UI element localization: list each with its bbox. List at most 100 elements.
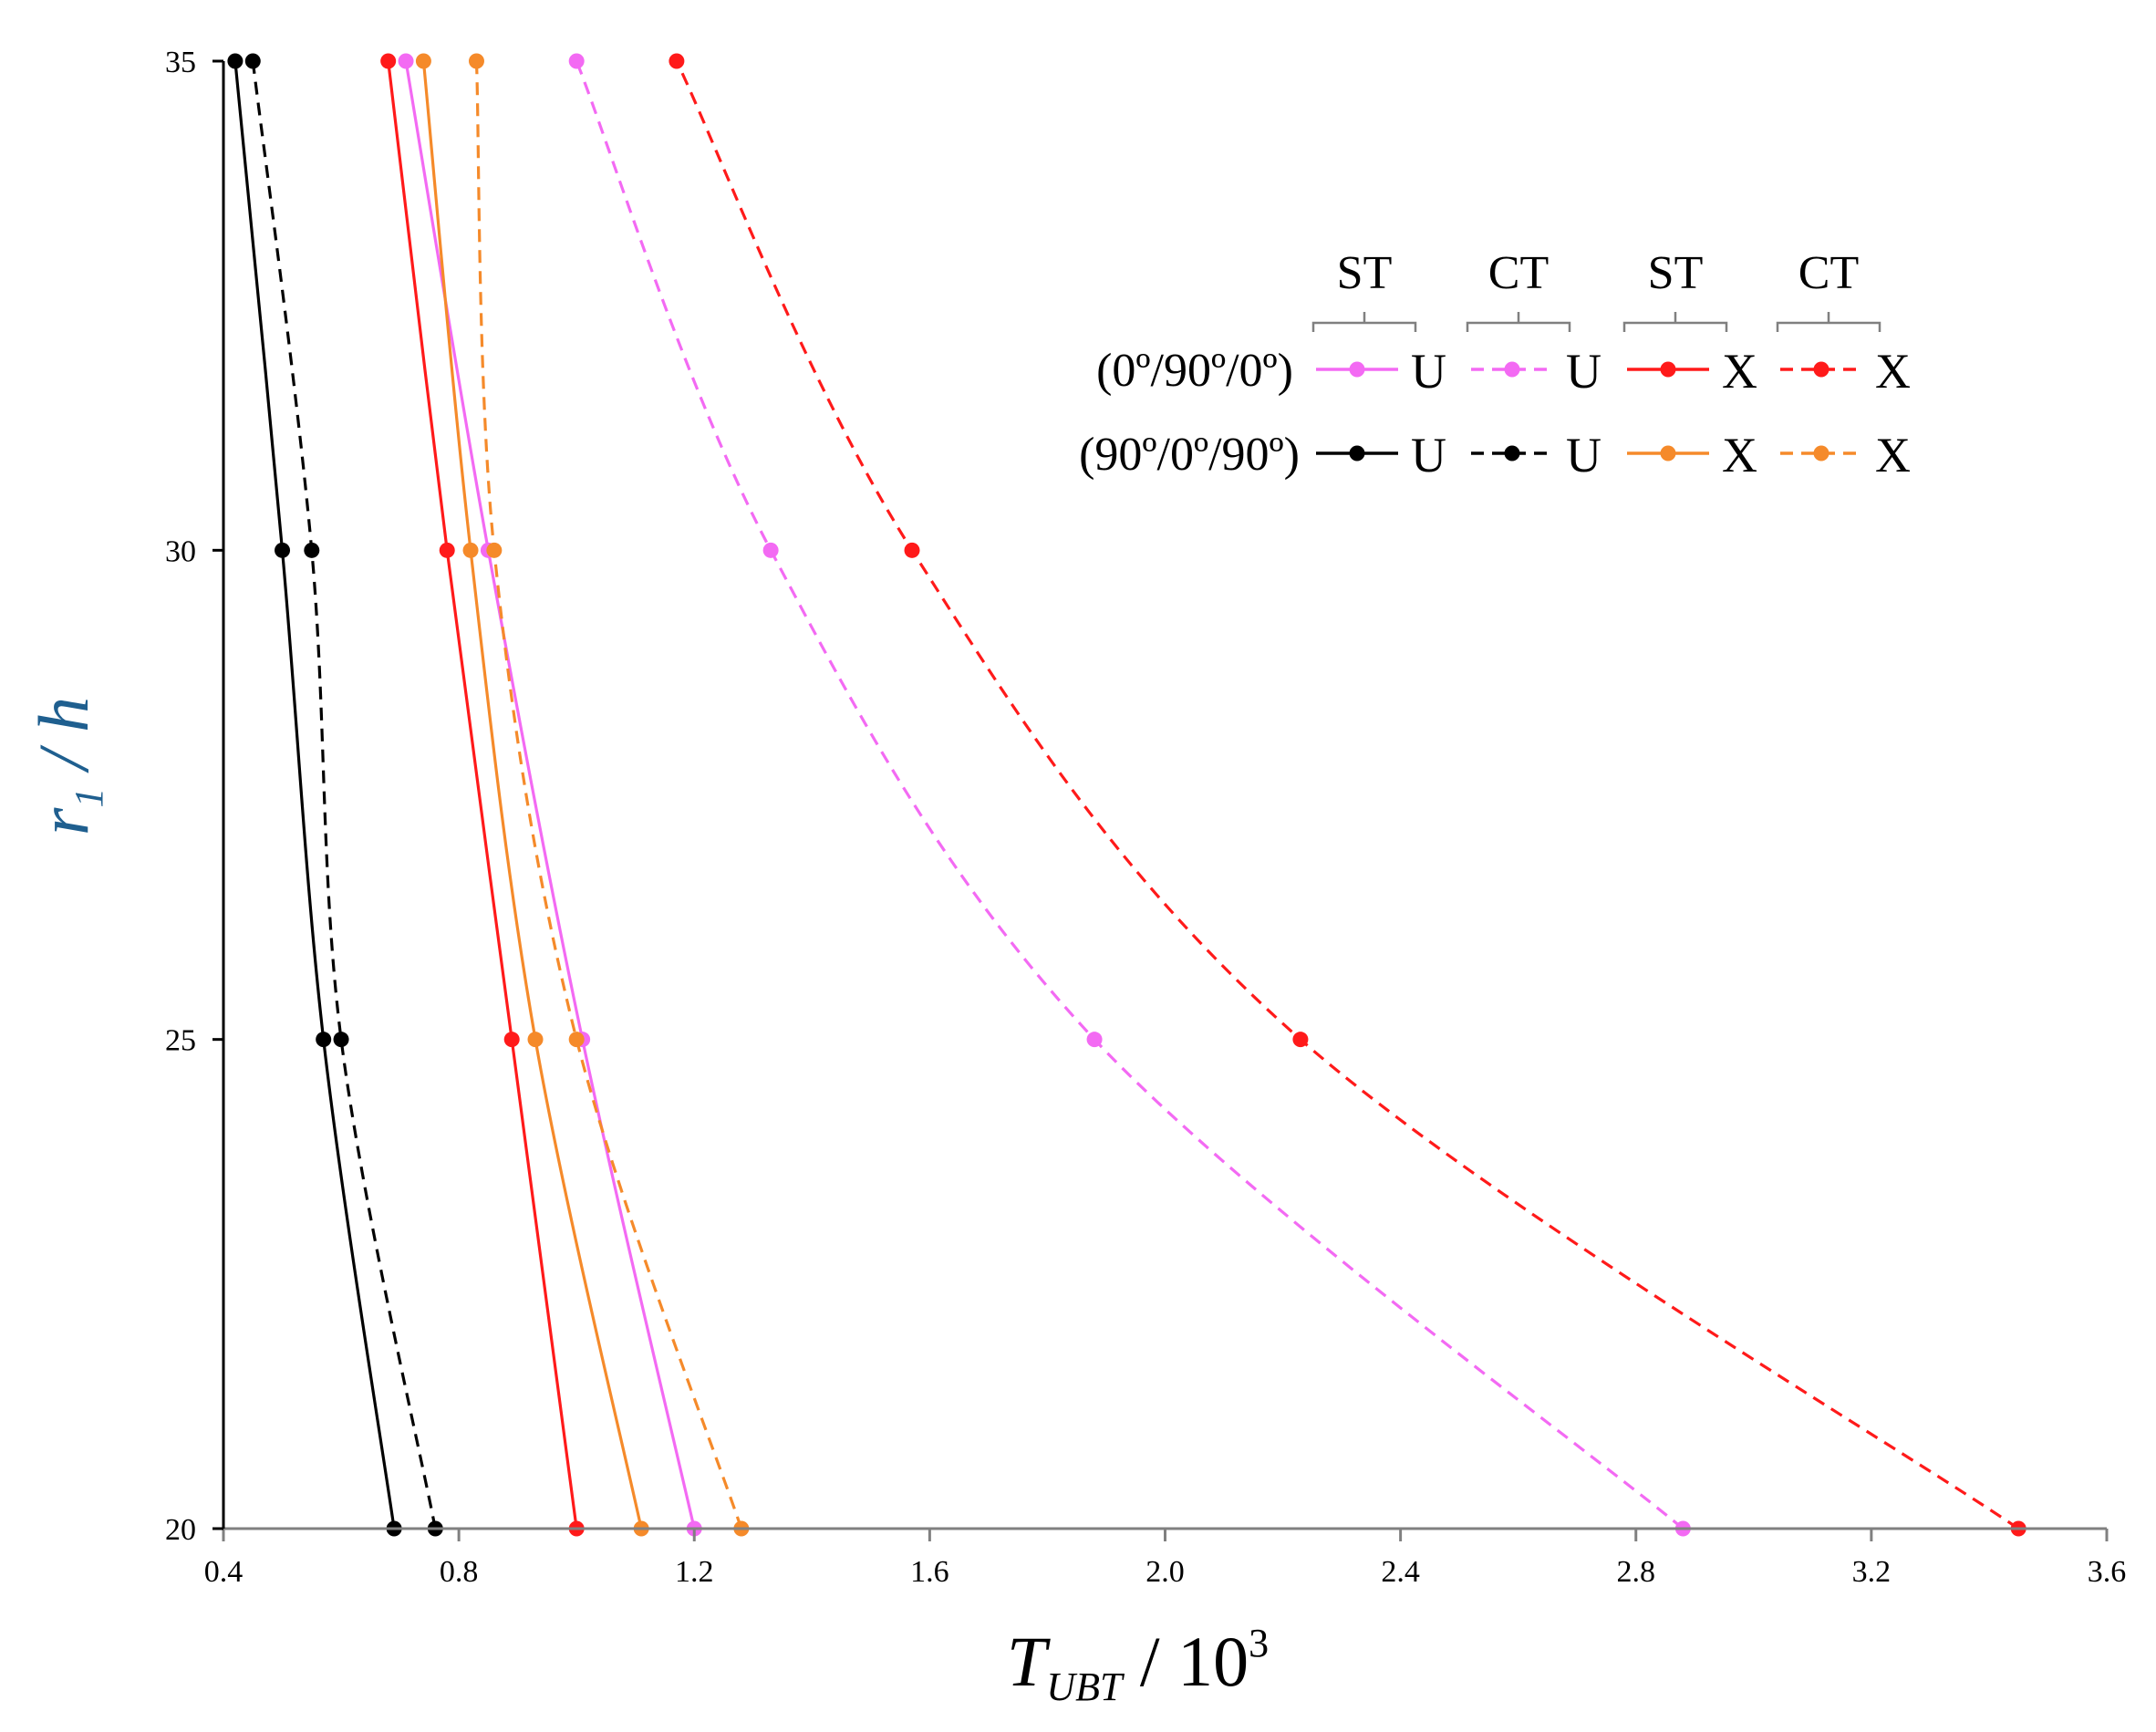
data-point-s-90-0-90-ct-x [486,542,503,558]
series-line-s-90-0-90-st-x [421,60,643,1530]
x-tick-label: 2.0 [1145,1555,1185,1589]
ticks-layer: 0.4 0.8 1.2 1.6 2.0 2.4 2.8 3.2 3.6 20 25 30 35 [165,46,2126,1589]
series-line-s-0-90-0-ct-u [575,60,1684,1530]
legend-label: X [1722,428,1757,482]
legend-entry-s-0-90-0-ct-x: X [1780,344,1911,399]
legend-entry-s-90-0-90-st-x: X [1627,428,1757,482]
legend-header-st-2: ST [1648,247,1704,299]
legend-swatch-marker [1504,361,1520,378]
legend-header-ct-1: CT [1488,247,1549,299]
legend-swatch-marker [1813,361,1829,378]
data-point-s-90-0-90-st-x [527,1032,544,1048]
x-tick-label: 1.6 [910,1555,949,1589]
x-tick-label: 1.2 [675,1555,714,1589]
data-point-s-90-0-90-ct-x [568,1032,585,1048]
series-line-s-0-90-0-st-u [404,60,696,1530]
x-tick-label: 0.4 [204,1555,244,1589]
x-tick-label: 0.8 [440,1555,479,1589]
y-axis-label: r1 / h [24,697,111,835]
legend-swatch-marker [1660,445,1676,462]
legend-label: U [1411,344,1446,399]
x-axis-label-superscript: 3 [1249,1621,1269,1665]
data-point-s-0-90-0-st-x [439,542,455,558]
legend-header-ct-2: CT [1798,247,1859,299]
y-tick-label: 25 [165,1024,196,1058]
series-s-90-0-90-st-x [415,53,649,1537]
legend-bracket [1311,312,1417,332]
x-axis-label-subscript: UBT [1046,1665,1125,1709]
data-point-s-0-90-0-ct-u [568,53,585,69]
legend-bracket [1466,312,1571,332]
legend-swatch-marker [1349,445,1365,462]
legend-header-st-1: ST [1337,247,1393,299]
legend-row-label-0-90-0: (0º/90º/0º) [1096,345,1293,397]
data-point-s-0-90-0-st-x [503,1032,520,1048]
legend-entries: U U X XU U X X [1316,344,1911,482]
data-point-s-90-0-90-ct-u [244,53,261,69]
legend-label: X [1875,344,1911,399]
legend-entry-s-90-0-90-ct-u: U [1471,428,1601,482]
legend-label: U [1411,428,1446,482]
data-point-s-90-0-90-ct-u [304,542,320,558]
legend-label: U [1566,344,1601,399]
legend-label: U [1566,428,1601,482]
data-point-s-0-90-0-ct-x [1292,1032,1309,1048]
series-s-0-90-0-st-x [380,53,585,1537]
legend-entry-s-90-0-90-ct-x: X [1780,428,1911,482]
series-line-s-90-0-90-ct-u [251,60,437,1530]
legend-swatch-marker [1504,445,1520,462]
legend-entry-s-90-0-90-st-u: U [1316,428,1446,482]
legend-row-label-90-0-90: (90º/0º/90º) [1079,429,1300,481]
data-point-s-90-0-90-st-u [316,1032,332,1048]
y-axis-label-main: r [24,807,103,835]
data-point-s-0-90-0-st-u [398,53,414,69]
data-point-s-90-0-90-st-u [275,542,291,558]
legend-bracket [1776,312,1881,332]
data-point-s-90-0-90-st-x [462,542,479,558]
series-s-90-0-90-st-u [227,53,402,1537]
y-tick-label: 20 [165,1513,196,1547]
legend-entry-s-0-90-0-st-x: X [1627,344,1757,399]
series-s-90-0-90-ct-u [244,53,443,1537]
series-line-s-0-90-0-ct-x [675,60,2020,1530]
legend-label: X [1722,344,1757,399]
data-point-s-0-90-0-ct-u [1086,1032,1103,1048]
series-s-0-90-0-ct-u [568,53,1691,1537]
series-line-s-90-0-90-st-u [233,60,396,1530]
x-axis-label: TUBT / 103 [1007,1621,1269,1709]
x-tick-label: 3.2 [1852,1555,1892,1589]
legend-label: X [1875,428,1911,482]
data-point-s-90-0-90-st-u [227,53,244,69]
series-s-90-0-90-ct-x [468,53,750,1537]
y-axis-label-subscript: 1 [67,788,111,808]
legend-swatch-marker [1660,361,1676,378]
data-point-s-90-0-90-ct-x [468,53,484,69]
x-tick-label: 2.4 [1381,1555,1420,1589]
data-point-s-0-90-0-st-x [380,53,397,69]
series-layer [227,53,2026,1537]
series-line-s-90-0-90-ct-x [474,60,743,1530]
legend-swatch-marker [1349,361,1365,378]
data-point-s-90-0-90-ct-u [333,1032,349,1048]
series-s-0-90-0-ct-x [669,53,2026,1537]
legend-brackets [1311,312,1881,332]
legend-entry-s-0-90-0-ct-u: U [1471,344,1601,399]
y-tick-label: 35 [165,46,196,79]
x-tick-label: 3.6 [2088,1555,2127,1589]
legend-swatch-marker [1813,445,1829,462]
legend-bracket [1622,312,1728,332]
series-line-s-0-90-0-st-x [387,60,578,1530]
legend-entry-s-0-90-0-st-u: U [1316,344,1446,399]
x-axis-label-main: T [1007,1622,1051,1701]
data-point-s-0-90-0-ct-x [669,53,685,69]
data-point-s-0-90-0-ct-u [762,542,779,558]
x-axis-label-rest: / 10 [1122,1622,1249,1701]
data-point-s-0-90-0-ct-x [904,542,920,558]
y-axis-label-rest: / h [24,697,103,788]
x-tick-label: 2.8 [1617,1555,1656,1589]
data-point-s-90-0-90-st-x [415,53,431,69]
y-tick-label: 30 [165,534,196,568]
